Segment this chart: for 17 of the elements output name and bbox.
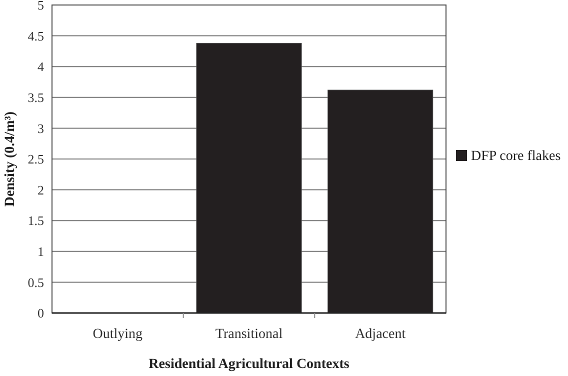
y-tick-label: 4: [38, 59, 44, 74]
y-tick-label: 3.5: [28, 90, 44, 105]
y-tick-label: 4.5: [28, 28, 44, 44]
y-tick-label: 1.5: [28, 213, 44, 228]
x-axis-title: Residential Agricultural Contexts: [148, 357, 350, 372]
y-tick-label: 2: [38, 182, 44, 198]
y-tick-label: 0: [38, 306, 44, 321]
y-tick-label: 5: [38, 0, 44, 13]
x-tick-label: Outlying: [92, 327, 143, 342]
legend-label: DFP core flakes: [471, 148, 561, 164]
y-tick-label: 0.5: [28, 274, 44, 290]
y-tick-label: 3: [38, 120, 44, 136]
y-tick-label: 1: [38, 244, 44, 259]
y-axis-title: Density (0.4/m³): [3, 111, 18, 207]
x-tick-label: Transitional: [215, 327, 283, 342]
x-tick-label: Adjacent: [355, 327, 406, 342]
y-tick-label: 2.5: [28, 152, 44, 167]
